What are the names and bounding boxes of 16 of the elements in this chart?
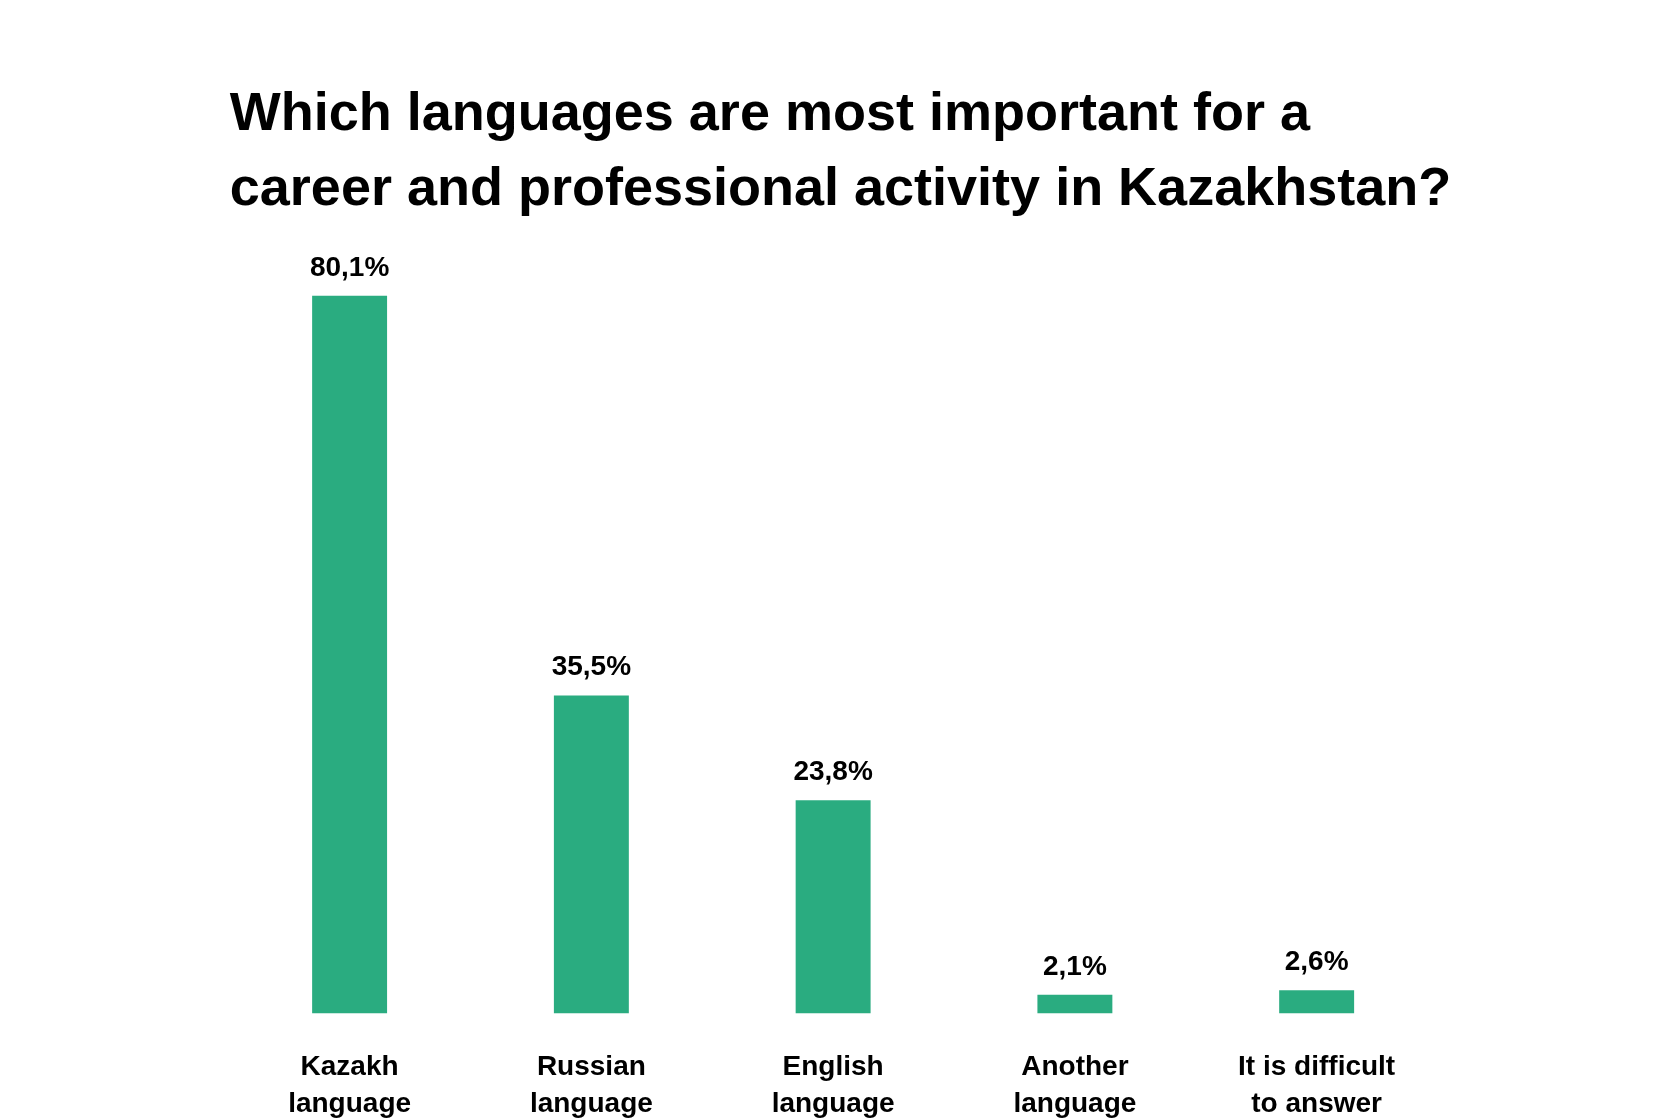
x-tick-label: Kazakh language: [288, 1049, 412, 1118]
x-tick-label: Russian language: [529, 1049, 653, 1118]
bar: [312, 295, 388, 1014]
data-label: 2,1%: [1042, 949, 1107, 981]
data-label: 2,6%: [1284, 945, 1349, 977]
x-tick-label: English language: [771, 1049, 895, 1118]
data-label: 35,5%: [551, 650, 632, 682]
data-label: 80,1%: [309, 250, 390, 282]
x-tick-label: Another language: [1013, 1049, 1137, 1118]
bar: [553, 695, 629, 1014]
bar: [1279, 990, 1355, 1014]
bar: [1037, 994, 1113, 1014]
data-label: 23,8%: [793, 755, 873, 787]
chart-title: Which languages are most important for a career and professional activity in Kazakhstan?: [229, 80, 1452, 216]
bar: [795, 800, 871, 1014]
x-tick-label: It is difficult to answer: [1238, 1049, 1396, 1118]
